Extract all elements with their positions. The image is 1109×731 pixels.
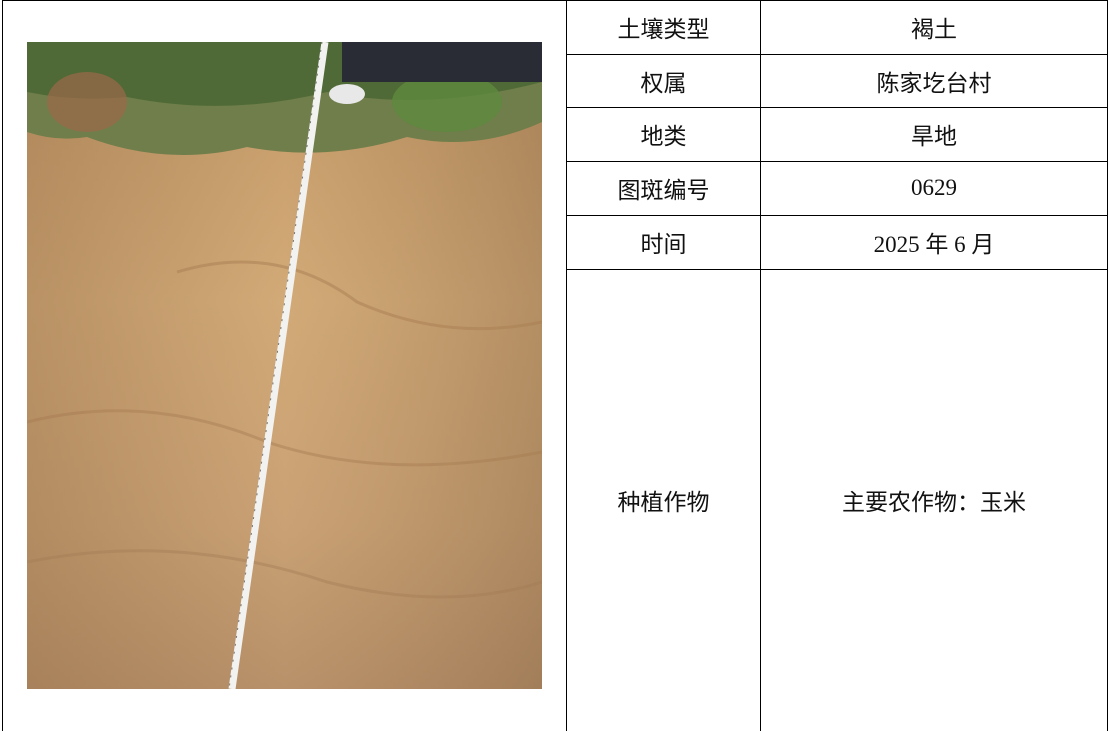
field-label: 地类: [640, 124, 687, 149]
border: [566, 107, 1108, 108]
border: [2, 0, 1108, 1]
field-value: 主要农作物：玉米: [842, 490, 1026, 515]
field-label: 土壤类型: [617, 17, 710, 42]
field-value: 旱地: [911, 124, 957, 149]
border: [566, 0, 567, 731]
border: [1107, 0, 1108, 731]
field-value: 0629: [911, 175, 957, 200]
soil-photo: [27, 42, 542, 689]
border: [760, 0, 761, 731]
field-label: 时间: [640, 232, 687, 257]
border: [566, 0, 1108, 1]
field-label: 权属: [640, 70, 687, 96]
field-value: 2025 年 6 月: [873, 232, 995, 257]
field-value: 褐土: [911, 17, 957, 42]
field-label: 图斑编号: [617, 178, 710, 203]
field-label: 种植作物: [617, 490, 710, 515]
border: [566, 161, 1108, 162]
field-value: 陈家圪台村: [876, 70, 992, 96]
border: [566, 215, 1108, 216]
border: [2, 0, 3, 731]
border: [566, 269, 1108, 270]
border: [566, 54, 1108, 55]
